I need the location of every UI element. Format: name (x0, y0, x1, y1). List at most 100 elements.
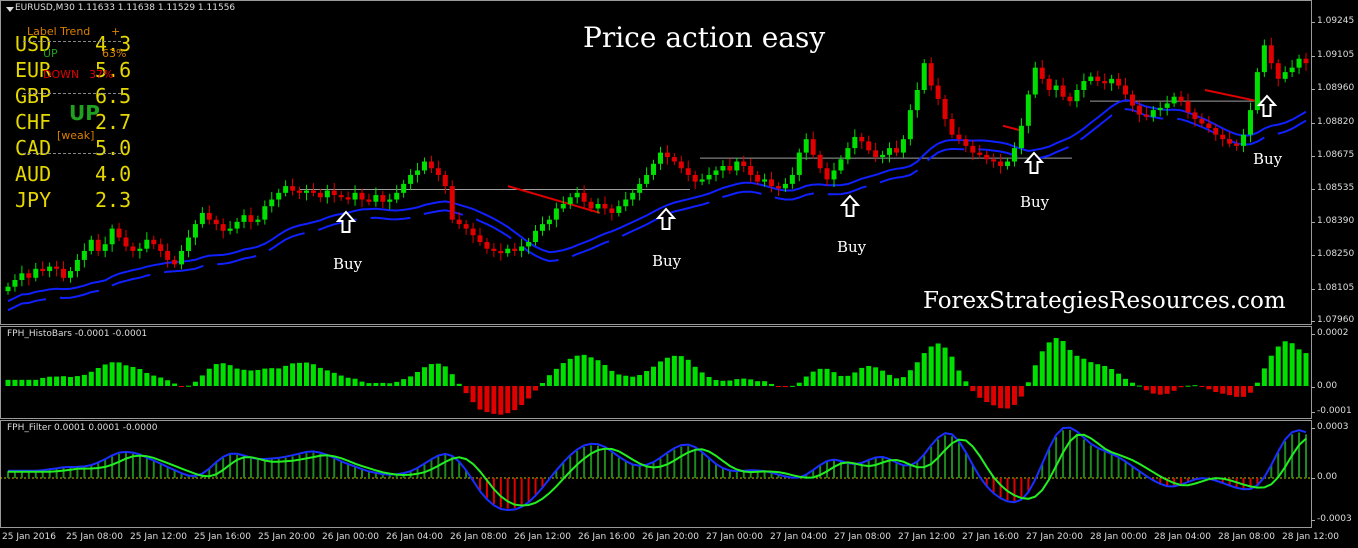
candle-body (172, 259, 178, 265)
histogram-bar (956, 370, 962, 386)
histogram-bar (1247, 386, 1253, 393)
candle-body (1150, 110, 1156, 117)
histogram-bar (845, 375, 851, 386)
candle-body (1116, 78, 1122, 86)
candle-body (248, 215, 254, 222)
histogram-bar (116, 362, 122, 386)
time-tick: 26 Jan 04:00 (386, 532, 443, 542)
histogram-bar (970, 386, 976, 392)
candle-body (74, 259, 80, 272)
histogram-bar (852, 372, 858, 386)
candle-body (623, 199, 629, 207)
candle-body (526, 242, 532, 247)
candle-body (269, 199, 275, 207)
candle-body (276, 192, 282, 200)
candle-body (775, 186, 781, 189)
time-tick: 26 Jan 12:00 (514, 532, 571, 542)
histogram-bar (1081, 358, 1087, 386)
histogram-bar (539, 382, 545, 386)
candle-body (609, 208, 615, 213)
histogram-bar (824, 368, 830, 386)
moving-average-line (507, 185, 601, 214)
histogram-bar (1261, 368, 1267, 386)
candle-body (595, 204, 601, 209)
histogram-bar (1123, 378, 1129, 386)
strength-row: EUR 5.6 (15, 57, 131, 83)
candle-body (1213, 128, 1219, 135)
candle-body (185, 237, 191, 251)
histogram-bar (1053, 338, 1059, 386)
moving-average-line (1002, 124, 1021, 132)
histogram-bar (519, 386, 525, 406)
histogram-bar (769, 383, 775, 386)
candle-body (1220, 134, 1226, 140)
candle-body (734, 161, 740, 171)
watermark: ForexStrategiesResources.com (923, 288, 1286, 314)
histogram-bar (283, 365, 289, 386)
candle-body (928, 63, 934, 86)
candle-body (297, 190, 303, 193)
candle-body (1067, 96, 1073, 102)
buy-signal-label: Buy (652, 252, 682, 270)
candle-body (567, 197, 573, 204)
histogram-bar (755, 381, 761, 386)
strength-row: AUD 4.0 (15, 161, 131, 187)
histogram-bar (567, 358, 573, 386)
price-tick: 1.08675 (1310, 150, 1355, 160)
histogram-bar (324, 370, 330, 386)
candle-body (699, 179, 705, 182)
candle-body (866, 141, 872, 151)
candle-body (415, 170, 421, 175)
time-tick: 28 Jan 00:00 (1090, 532, 1147, 542)
histogram-bar (595, 360, 601, 386)
strength-value: 5.0 (95, 136, 132, 160)
histogram-bar (1046, 342, 1052, 386)
candle-body (998, 161, 1004, 166)
candle-body (1268, 45, 1274, 64)
candle-body (401, 183, 407, 193)
candle-body (1046, 78, 1052, 90)
histogram-bar (421, 367, 427, 386)
candle-body (484, 242, 490, 249)
histogram-bar (998, 386, 1004, 409)
candle-body (817, 154, 823, 169)
strength-row: CAD 5.0 (15, 135, 131, 161)
strength-value: 4.0 (95, 162, 132, 186)
histogram-bar (796, 382, 802, 386)
histogram-bar (137, 368, 143, 386)
candle-body (54, 266, 60, 269)
candle-body (380, 195, 386, 202)
histogram-bar (338, 375, 344, 386)
histobars-plot (5, 338, 1309, 415)
histogram-bar (1116, 373, 1122, 386)
candle-body (151, 239, 157, 245)
strength-value: 5.6 (95, 58, 132, 82)
candle-body (165, 250, 171, 260)
candle-body (789, 174, 795, 184)
price-tick: 1.08960 (1310, 83, 1355, 93)
candle-body (470, 228, 476, 236)
histogram-bar (227, 365, 233, 386)
histogram-bar (158, 377, 164, 386)
candle-body (26, 273, 32, 278)
histogram-bar (40, 377, 46, 386)
time-tick: 25 Jan 2016 (2, 532, 56, 542)
histogram-bar (1275, 346, 1281, 386)
candle-body (984, 154, 990, 160)
filter-pane[interactable]: FPH_Filter 0.0001 0.0001 -0.0000 (0, 420, 1312, 528)
candle-body (880, 154, 886, 158)
price-chart-pane[interactable]: EURUSD,M30 1.11633 1.11638 1.11529 1.115… (0, 0, 1312, 325)
candle-body (1109, 78, 1115, 84)
candle-body (283, 186, 289, 193)
histogram-bar (553, 368, 559, 386)
candle-body (900, 139, 906, 153)
histogram-bar (498, 386, 504, 415)
histogram-bar (19, 379, 25, 386)
histogram-bar (1157, 386, 1163, 395)
histobars-axis: 0.0002 0.00 -0.0001 (1310, 326, 1358, 419)
histogram-bar (1254, 382, 1260, 386)
candle-body (5, 286, 11, 292)
histogram-bar (907, 370, 913, 386)
candle-body (373, 195, 379, 202)
candle-body (408, 174, 414, 184)
